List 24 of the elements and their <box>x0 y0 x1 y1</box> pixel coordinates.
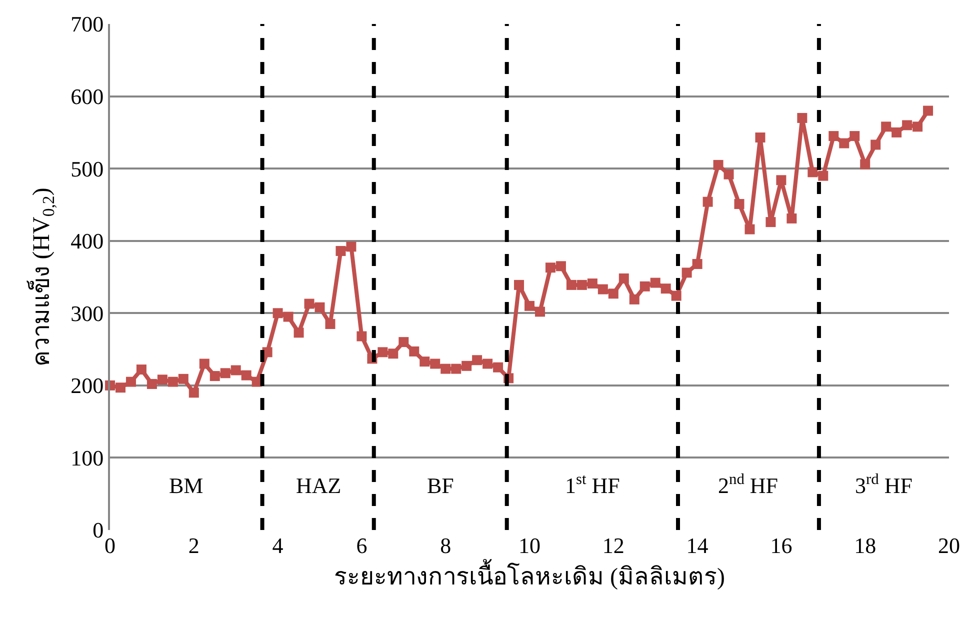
x-tick-label: 4 <box>272 533 284 558</box>
x-tick-label: 14 <box>686 533 708 558</box>
y-tick-label: 400 <box>70 228 104 254</box>
y-tick-label: 100 <box>70 445 104 470</box>
y-tick-label: 200 <box>70 373 104 398</box>
x-tick-label: 16 <box>770 533 792 558</box>
x-tick-label: 12 <box>602 533 624 558</box>
x-tick-label: 20 <box>938 533 960 558</box>
annotation: 3$^{rd}$ HF <box>855 471 912 498</box>
y-tick-label: 700 <box>70 12 104 37</box>
x-axis-title: ระยะทางการเนื้อโลหะเดิม (มิลลิเมตร) <box>334 558 725 590</box>
y-tick-label: 600 <box>70 84 104 109</box>
annotation: 1$^{st}$ HF <box>565 471 620 498</box>
annotation: 2$^{nd}$ HF <box>718 471 778 498</box>
x-tick-label: 2 <box>188 533 200 558</box>
x-tick-label: 18 <box>854 533 876 558</box>
annotation: HAZ <box>296 473 342 498</box>
x-tick-label: 6 <box>356 533 368 558</box>
x-tick-label: 10 <box>518 533 540 558</box>
x-tick-label: 8 <box>440 533 452 558</box>
y-tick-label: 300 <box>70 300 104 326</box>
annotation: BF <box>427 473 454 498</box>
annotation: BM <box>169 473 204 498</box>
y-tick-label: 500 <box>70 156 104 182</box>
